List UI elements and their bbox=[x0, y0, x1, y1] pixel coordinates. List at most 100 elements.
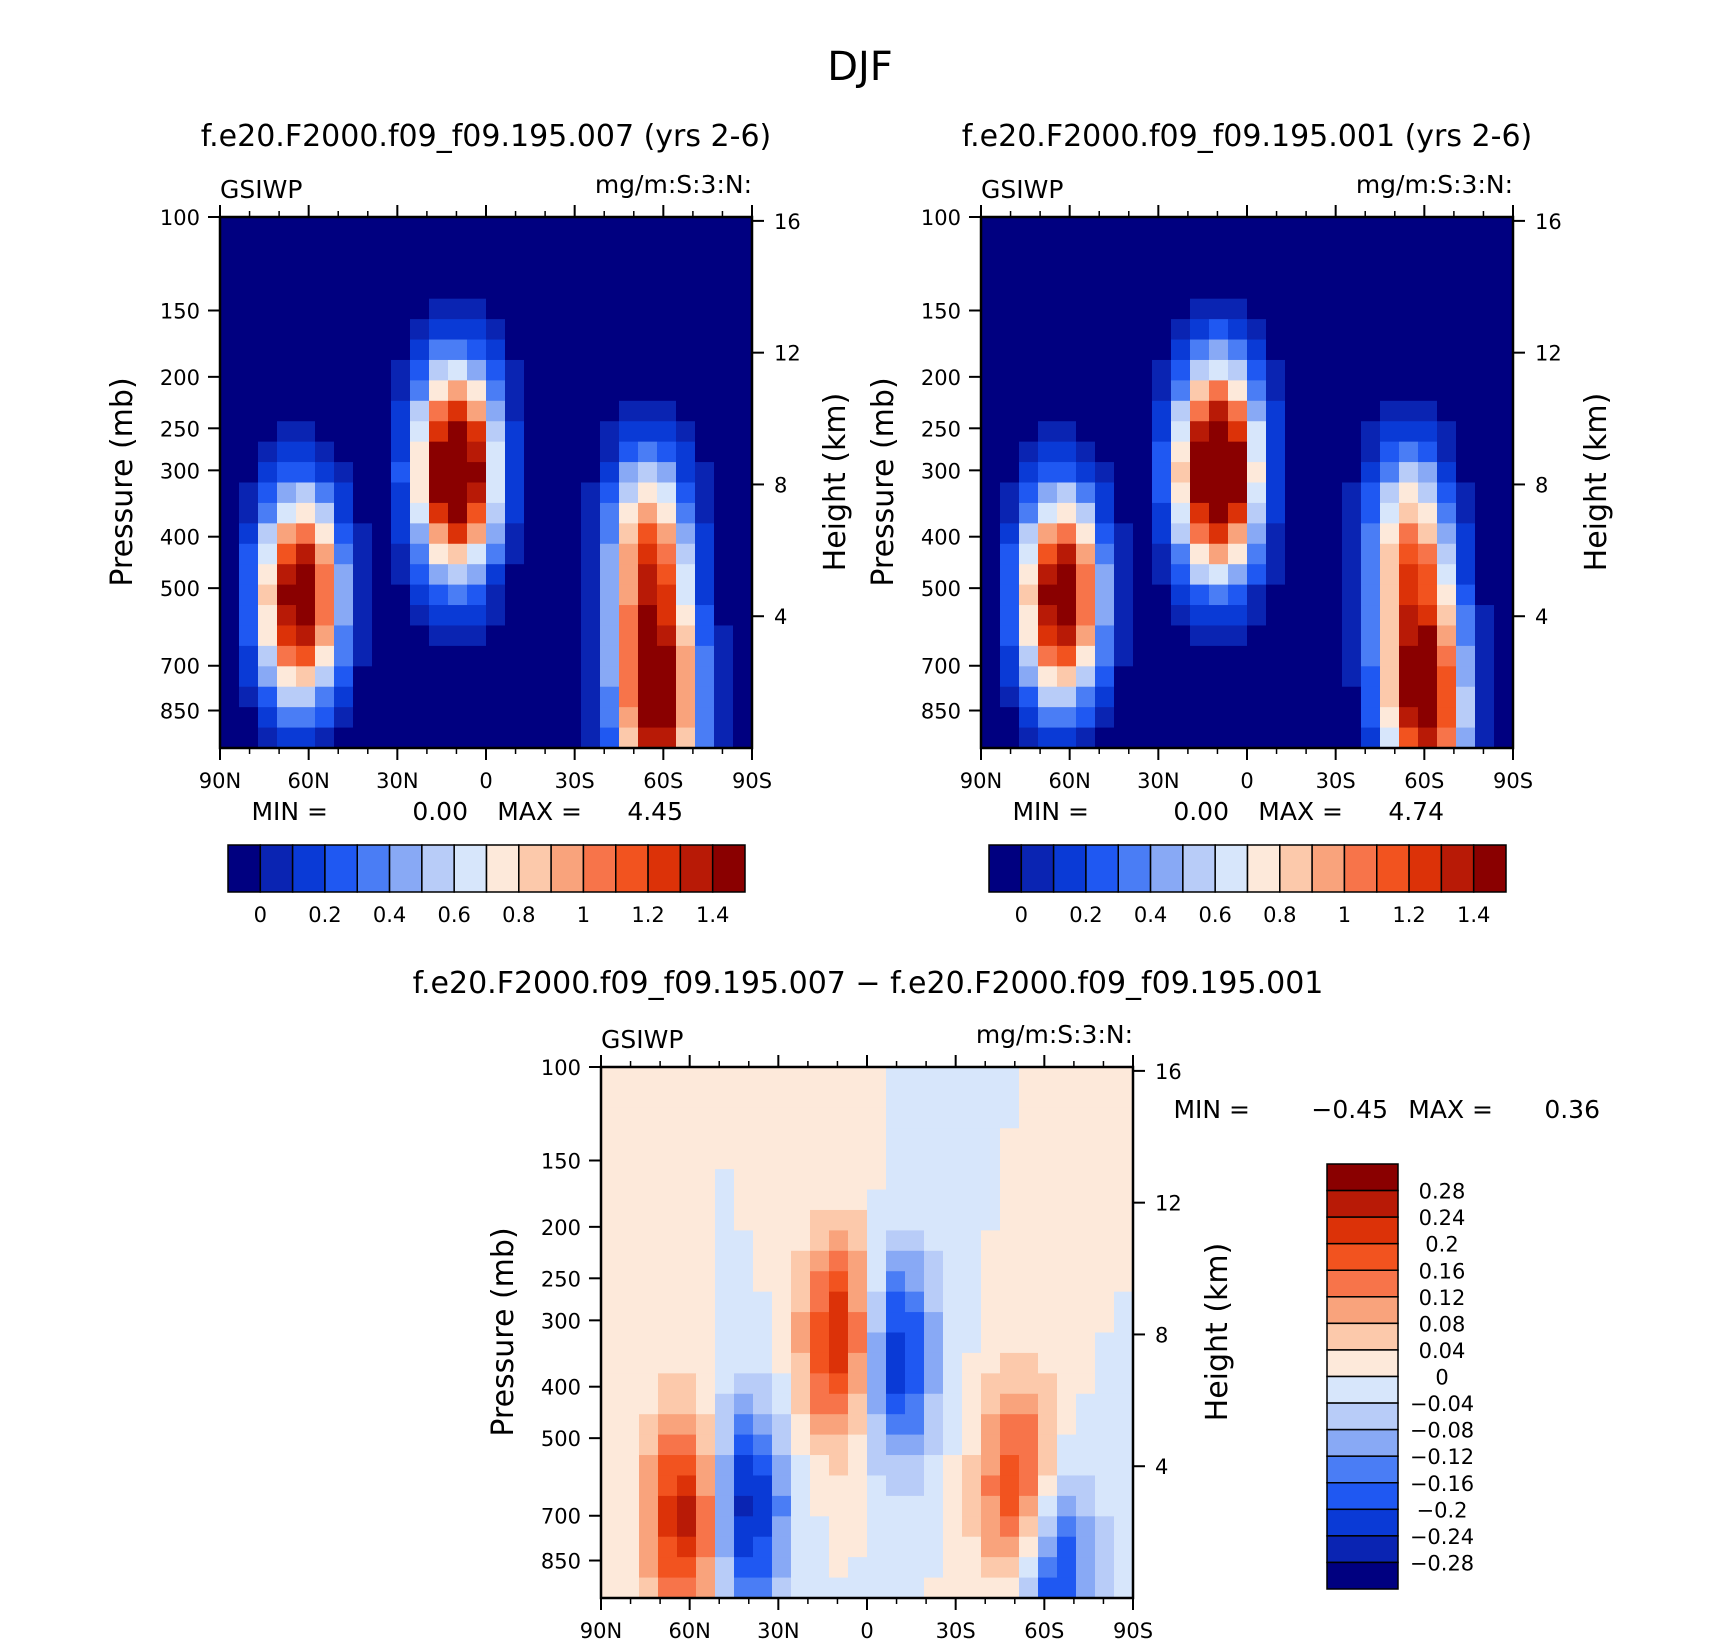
heatmap-cell bbox=[429, 543, 449, 565]
heatmap-cell bbox=[867, 1393, 887, 1415]
heatmap-cell bbox=[1038, 278, 1058, 300]
heatmap-cell bbox=[1418, 217, 1438, 239]
heatmap-cell bbox=[962, 1291, 982, 1313]
heatmap-cell bbox=[1152, 645, 1172, 667]
heatmap-cell bbox=[1342, 502, 1362, 524]
heatmap-cell bbox=[1266, 523, 1286, 545]
heatmap-cell bbox=[1019, 1148, 1039, 1170]
heatmap-cell bbox=[677, 1352, 697, 1374]
heatmap-cell bbox=[353, 217, 373, 239]
heatmap-cell bbox=[372, 707, 392, 729]
heatmap-cell bbox=[486, 298, 506, 320]
heatmap-cell bbox=[1380, 278, 1400, 300]
heatmap-cell bbox=[1076, 1455, 1096, 1477]
heatmap-cell bbox=[676, 319, 696, 341]
heatmap-cell bbox=[657, 727, 677, 748]
heatmap-cell bbox=[886, 1352, 906, 1374]
heatmap-cell bbox=[486, 605, 506, 627]
heatmap-cell bbox=[1266, 400, 1286, 422]
heatmap-cell bbox=[867, 1495, 887, 1517]
heatmap-cell bbox=[1399, 625, 1419, 647]
heatmap-cell bbox=[524, 278, 544, 300]
heatmap-cell bbox=[1285, 645, 1305, 667]
heatmap-cell bbox=[829, 1475, 849, 1497]
heatmap-cell bbox=[1171, 645, 1191, 667]
heatmap-cell bbox=[1475, 380, 1495, 402]
y-tick-label: 100 bbox=[921, 206, 961, 230]
heatmap-cell bbox=[600, 400, 620, 422]
heatmap-cell bbox=[639, 1536, 659, 1558]
heatmap-cell bbox=[1399, 645, 1419, 667]
heatmap-cell bbox=[715, 1291, 735, 1313]
heatmap-cell bbox=[315, 339, 335, 361]
heatmap-cell bbox=[524, 502, 544, 524]
heatmap-cell bbox=[1209, 359, 1229, 381]
heatmap-cell bbox=[715, 1128, 735, 1150]
heatmap-cell bbox=[277, 543, 297, 565]
heatmap-cell bbox=[658, 1087, 678, 1109]
heatmap-cell bbox=[1038, 605, 1058, 627]
heatmap-cell bbox=[696, 1393, 716, 1415]
heatmap-cell bbox=[1038, 1495, 1058, 1517]
heatmap-cell bbox=[1323, 380, 1343, 402]
heatmap-cell bbox=[1418, 666, 1438, 688]
heatmap-cell bbox=[486, 727, 506, 748]
heatmap-cell bbox=[391, 278, 411, 300]
heatmap-cell bbox=[962, 1332, 982, 1354]
heatmap-cell bbox=[1000, 1557, 1020, 1579]
heatmap-cell bbox=[505, 298, 525, 320]
heatmap-cell bbox=[943, 1434, 963, 1456]
heatmap-cell bbox=[1076, 359, 1096, 381]
heatmap-cell bbox=[1418, 605, 1438, 627]
heatmap-cell bbox=[1285, 319, 1305, 341]
heatmap-cell bbox=[696, 1352, 716, 1374]
heatmap-cell bbox=[1095, 1434, 1115, 1456]
heatmap-cell bbox=[1247, 564, 1267, 586]
heatmap-cell bbox=[695, 707, 715, 729]
heatmap-cell bbox=[353, 686, 373, 708]
heatmap-cell bbox=[315, 400, 335, 422]
heatmap-cell bbox=[429, 462, 449, 484]
heatmap-cell bbox=[1038, 1271, 1058, 1293]
heatmap-cell bbox=[1475, 421, 1495, 443]
heatmap-cell bbox=[562, 339, 582, 361]
heatmap-cell bbox=[562, 298, 582, 320]
heatmap-cell bbox=[1209, 462, 1229, 484]
colorbar-label: 0.12 bbox=[1419, 1286, 1466, 1310]
heatmap-cell bbox=[543, 217, 563, 239]
heatmap-cell bbox=[1038, 1455, 1058, 1477]
colorbar-label: 0.2 bbox=[308, 903, 341, 927]
heatmap-cell bbox=[486, 441, 506, 463]
heatmap-cell bbox=[867, 1169, 887, 1191]
heatmap-cell bbox=[657, 625, 677, 647]
colorbar-label: 0.8 bbox=[1263, 903, 1296, 927]
heatmap-cell bbox=[1038, 543, 1058, 565]
heatmap-cell bbox=[1076, 1189, 1096, 1211]
heatmap-cell bbox=[867, 1536, 887, 1558]
heatmap-cell bbox=[1266, 666, 1286, 688]
heatmap-cell bbox=[734, 1516, 754, 1538]
heatmap-cell bbox=[581, 278, 601, 300]
heatmap-cell bbox=[886, 1189, 906, 1211]
heatmap-cell bbox=[581, 605, 601, 627]
heatmap-cell bbox=[658, 1128, 678, 1150]
heatmap-cell bbox=[448, 359, 468, 381]
heatmap-cell bbox=[600, 707, 620, 729]
heatmap-cell bbox=[867, 1087, 887, 1109]
heatmap-cell bbox=[829, 1373, 849, 1395]
heatmap-cell bbox=[524, 666, 544, 688]
heatmap-cell bbox=[486, 359, 506, 381]
heatmap-cell bbox=[1190, 502, 1210, 524]
heatmap-cell bbox=[772, 1577, 792, 1598]
heatmap-cell bbox=[277, 319, 297, 341]
heatmap-cell bbox=[334, 217, 354, 239]
heatmap-cell bbox=[1494, 319, 1513, 341]
heatmap-cell bbox=[981, 339, 1001, 361]
heatmap-cell bbox=[1323, 666, 1343, 688]
heatmap-cell bbox=[524, 727, 544, 748]
heatmap-cell bbox=[943, 1128, 963, 1150]
heatmap-cell bbox=[1095, 1557, 1115, 1579]
heatmap-cell bbox=[1399, 319, 1419, 341]
heatmap-cell bbox=[601, 1148, 621, 1170]
heatmap-cell bbox=[962, 1577, 982, 1598]
